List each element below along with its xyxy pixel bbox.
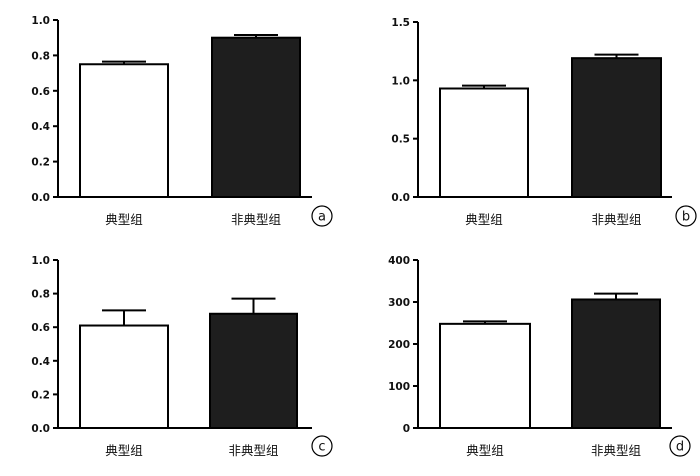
bar [79,63,169,198]
x-category-label: 非典型组 [591,212,641,227]
y-tick-label: 0.6 [31,86,50,98]
x-category-label: 典型组 [466,443,504,458]
y-tick-label: 1.5 [391,17,410,29]
panel-letter-circle [311,435,333,457]
panel-letter: c [318,440,325,455]
y-tick-label: 0.4 [31,121,50,133]
y-tick-label: 300 [388,297,410,309]
panel-d: 0 100 200 300 400 典型组 非典型组 d [388,255,691,458]
y-tick-label: 0 [403,423,410,435]
x-category-label: 非典型组 [591,443,641,458]
panel-c: 0.0 0.2 0.4 0.6 0.8 1.0 典型组 非典型组 c [31,255,333,458]
y-tick-label: 0.4 [31,356,50,368]
bar [439,87,529,198]
panel-a: 0.0 0.2 0.4 0.6 0.8 1.0 典型组 非典型组 a [31,15,333,227]
x-category-label: 典型组 [105,443,143,458]
panel-letter: a [318,210,326,225]
y-tick-label: 0.0 [391,192,410,204]
y-tick-label: 0.5 [391,134,410,146]
y-tick-label: 0.0 [31,423,50,435]
panel-b: 0.0 0.5 1.0 1.5 典型组 非典型组 b [391,17,697,227]
y-tick-label: 0.8 [31,50,50,62]
bar [211,36,301,199]
x-category-label: 非典型组 [228,443,278,458]
x-category-label: 典型组 [105,212,143,227]
y-tick-label: 1.0 [391,75,410,87]
panel-letter-circle [675,205,697,227]
bar [79,324,169,429]
bar [571,298,661,430]
y-tick-label: 100 [388,381,410,393]
panel-letter-circle [669,435,691,457]
panel-letter: d [676,440,684,455]
bar [571,57,662,198]
y-tick-label: 0.2 [31,157,50,169]
panel-letter-circle [311,205,333,227]
y-tick-label: 200 [388,339,410,351]
panel-letter: b [682,210,690,225]
x-category-label: 典型组 [465,212,503,227]
x-category-label: 非典型组 [231,212,281,227]
y-tick-label: 0.8 [31,289,50,301]
bar [209,312,298,430]
y-tick-label: 0.6 [31,322,50,334]
y-tick-label: 400 [388,255,410,267]
bar [439,322,531,429]
y-tick-label: 0.2 [31,389,50,401]
y-tick-label: 1.0 [31,15,50,27]
y-tick-label: 0.0 [31,192,50,204]
y-tick-label: 1.0 [31,255,50,267]
